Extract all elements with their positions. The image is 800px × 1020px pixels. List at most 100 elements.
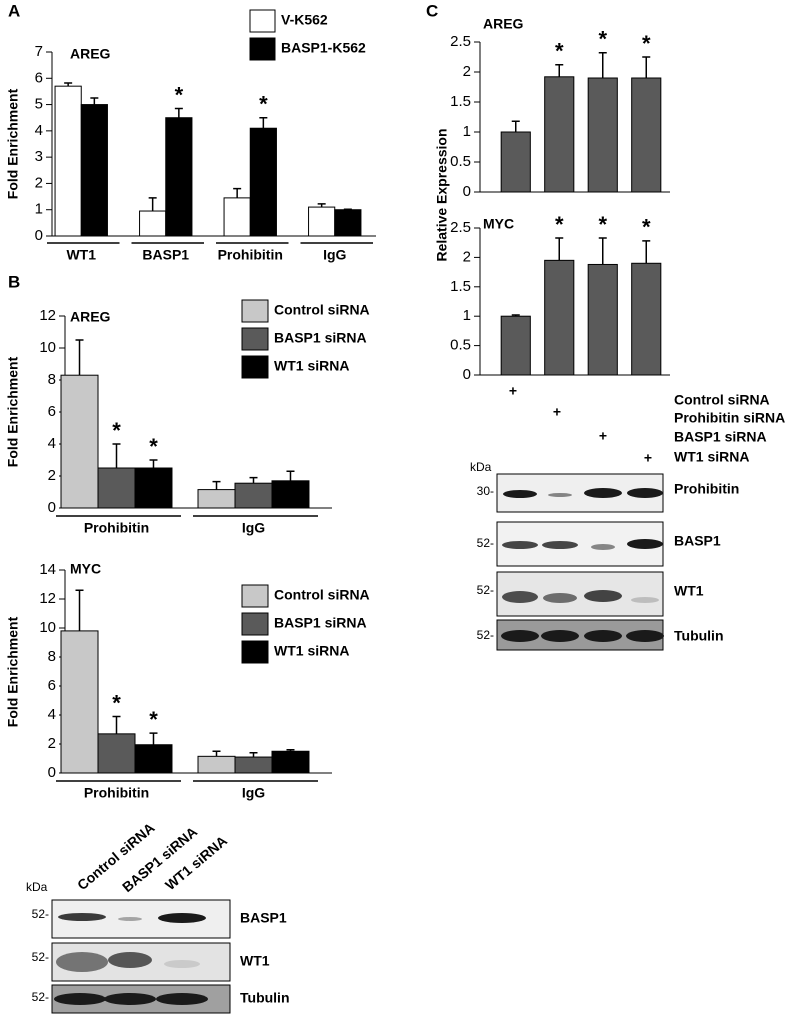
y-tick-label: 12 [39, 590, 56, 607]
annotation: * [598, 27, 607, 52]
treatment-label: WT1 siRNA [674, 449, 749, 465]
legend-swatch [241, 327, 269, 351]
error-bar [343, 208, 352, 210]
bar [197, 489, 236, 509]
error-bar [598, 237, 607, 265]
bar [500, 131, 531, 193]
y-tick-label: 0.5 [450, 153, 471, 170]
bar [249, 127, 277, 237]
y-tick-label: 1 [35, 201, 43, 218]
bar [165, 117, 193, 237]
x-tick-label: IgG [242, 785, 265, 801]
error-bar [149, 459, 158, 468]
band [584, 590, 622, 602]
blot-marker: 52- [32, 950, 49, 964]
band [108, 952, 152, 968]
annotation: * [149, 434, 158, 459]
error-bar [112, 443, 121, 468]
error-bar [286, 749, 295, 752]
y-tick-label: 2 [48, 467, 56, 484]
y-tick-label: 1 [463, 307, 471, 324]
blot-lane: Control siRNA [74, 819, 158, 893]
y-tick-label: 4 [48, 706, 56, 723]
error-bar [75, 589, 84, 631]
y-tick-label: 10 [39, 619, 56, 636]
y-tick-label: 0.5 [450, 337, 471, 354]
bar [631, 77, 662, 193]
y-tick-label: 4 [35, 122, 43, 139]
blot-label: WT1 [674, 583, 704, 599]
panel-label: B [8, 272, 20, 291]
band [542, 541, 578, 549]
y-tick-label: 2 [463, 248, 471, 265]
panel-label: C [426, 1, 438, 20]
error-bar [174, 107, 183, 118]
band [627, 488, 663, 498]
error-bar [90, 97, 99, 105]
treatment-label: Prohibitin siRNA [674, 410, 785, 426]
error-bar [233, 187, 242, 198]
error-bar [249, 476, 258, 484]
band [503, 490, 537, 498]
error-bar [511, 314, 520, 317]
blot-label: Tubulin [674, 628, 724, 644]
error-bar [148, 197, 157, 212]
error-bar [642, 56, 651, 78]
bar [54, 85, 82, 237]
blot-label: BASP1 [240, 910, 287, 926]
band [58, 913, 106, 921]
blot-marker: 52- [477, 583, 494, 597]
annotation: * [555, 39, 564, 64]
legend-label: Control siRNA [274, 302, 370, 318]
annotation: * [642, 215, 651, 240]
x-tick-label: IgG [242, 520, 265, 536]
bar [271, 480, 310, 509]
error-bar [112, 715, 121, 734]
legend-label: BASP1 siRNA [274, 615, 367, 631]
y-tick-label: 0 [35, 227, 43, 244]
bar [271, 750, 310, 774]
band [626, 630, 664, 642]
legend-swatch [241, 640, 269, 664]
bar [334, 209, 362, 237]
annotation: * [149, 707, 158, 732]
chart-title: MYC [70, 561, 101, 577]
y-axis-label: Fold Enrichment [5, 88, 21, 199]
y-tick-label: 2 [35, 174, 43, 191]
blot-label: Tubulin [240, 990, 290, 1006]
error-bar [259, 116, 268, 129]
y-tick-label: 12 [39, 307, 56, 324]
y-tick-label: 2 [48, 735, 56, 752]
bar [60, 630, 99, 774]
band [501, 630, 539, 642]
error-bar [149, 732, 158, 745]
legend-label: WT1 siRNA [274, 358, 349, 374]
blot-marker: 52- [32, 907, 49, 921]
bar [587, 263, 618, 376]
band [541, 630, 579, 642]
band [164, 960, 200, 968]
band [543, 593, 577, 603]
x-tick-label: Prohibitin [84, 785, 149, 801]
y-tick-label: 6 [48, 403, 56, 420]
blot-label: BASP1 [674, 533, 721, 549]
treatment-label: Control siRNA [674, 392, 770, 408]
x-tick-label: Prohibitin [84, 520, 149, 536]
y-tick-label: 7 [35, 43, 43, 60]
panel-label: A [8, 1, 20, 20]
annotation: * [175, 82, 184, 107]
legend-swatch [241, 299, 269, 323]
band [584, 630, 622, 642]
y-axis-label: Relative Expression [434, 128, 450, 261]
y-tick-label: 4 [48, 435, 56, 452]
legend-label: BASP1-K562 [281, 40, 366, 56]
y-tick-label: 2.5 [450, 219, 471, 236]
bar [544, 76, 575, 193]
error-bar [286, 470, 295, 481]
band [104, 993, 156, 1005]
error-bar [212, 480, 221, 490]
error-bar [642, 240, 651, 264]
treatment-mark: + [509, 383, 517, 399]
band [502, 541, 538, 549]
